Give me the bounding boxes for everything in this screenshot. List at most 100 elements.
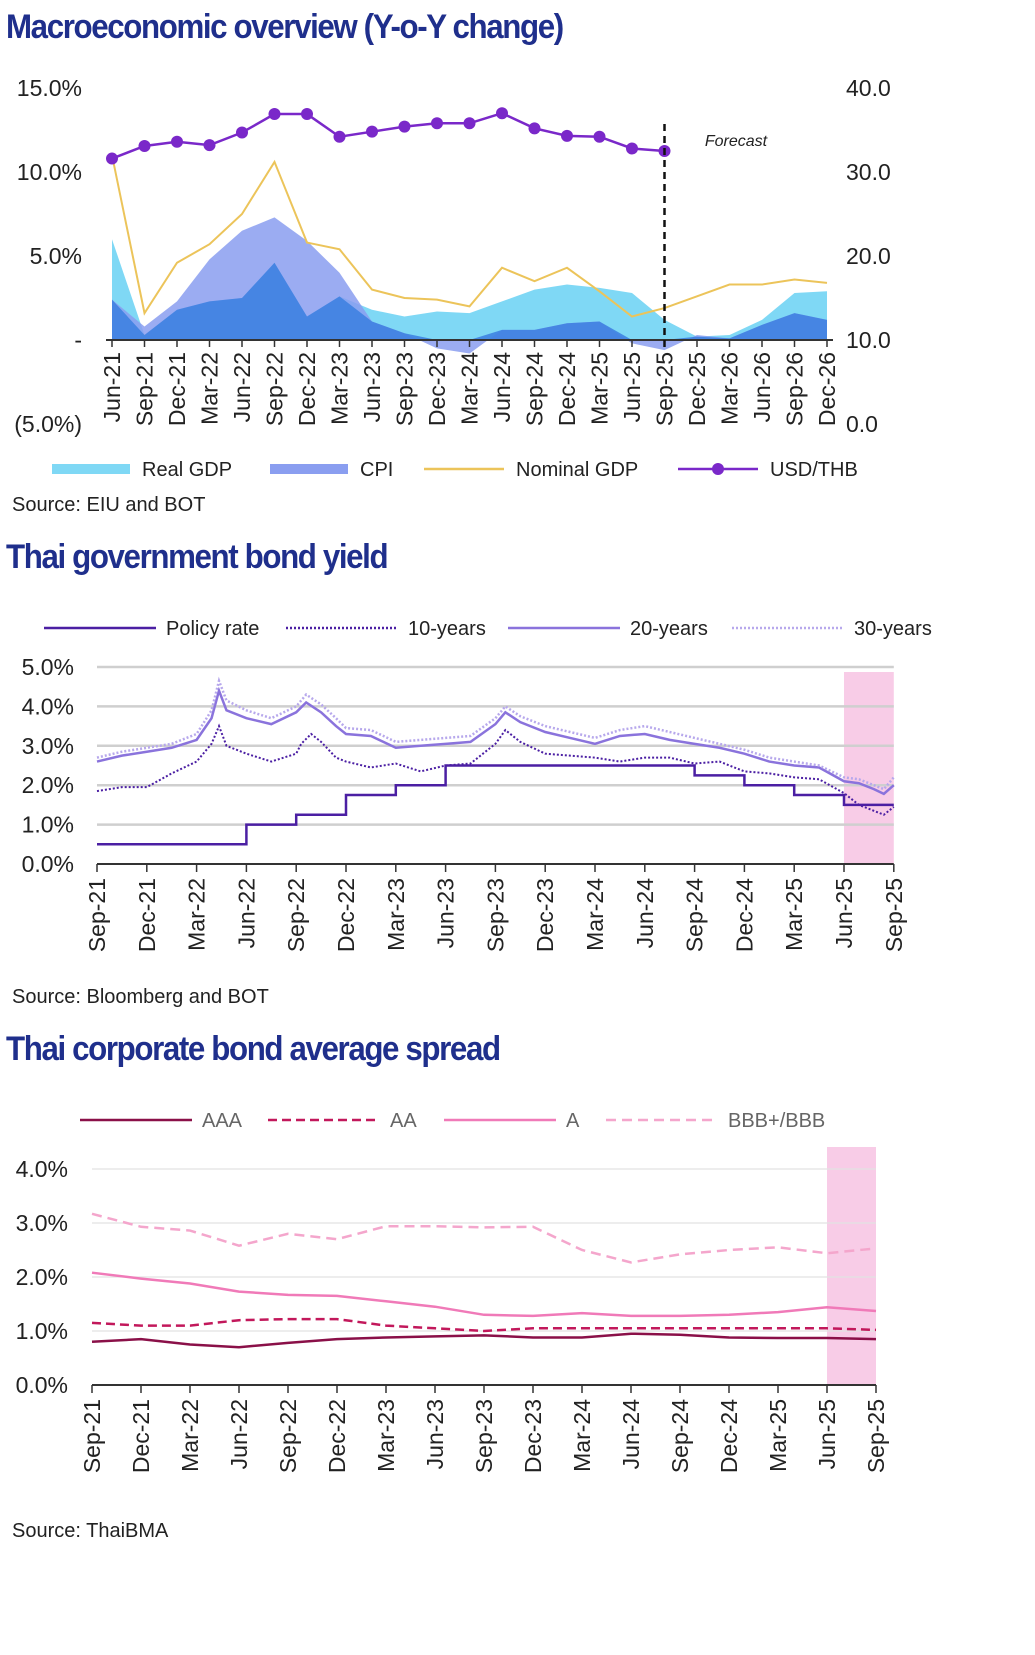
line-10-years [96,723,895,816]
x-tick-label-sep-22: Sep-22 [275,1399,301,1473]
macro-source: Source: EIU and BOT [12,494,206,516]
y-right-tick-label: 20.0 [846,243,891,269]
legend-nominal-gdp-label: Nominal GDP [516,459,638,481]
shaded-period [844,672,894,864]
x-tick-label-dec-23: Dec-23 [424,352,450,426]
govbond-source: Source: Bloomberg and BOT [12,986,269,1008]
x-tick-label-mar-25: Mar-25 [765,1399,791,1472]
x-tick-label-mar-23: Mar-23 [383,878,409,951]
usd-thb-point-mar-23 [333,130,346,143]
x-tick-label-mar-24: Mar-24 [569,1399,595,1472]
x-tick-label-mar-24: Mar-24 [582,878,608,951]
legend-usd-thb-label: USD/THB [770,459,858,481]
macro-chart-title: Macroeconomic overview (Y-o-Y change) [6,8,564,46]
x-tick-label-dec-21: Dec-21 [164,352,190,426]
line-policy-rate [97,764,894,846]
usd-thb-point-dec-23 [431,117,443,130]
x-tick-label-jun-23: Jun-23 [359,352,385,422]
line-aaa [91,1332,877,1349]
y-left-tick-label: 10.0% [17,159,82,185]
legend-usd-thb-marker [712,463,724,475]
x-tick-label-jun-25: Jun-25 [831,878,857,948]
x-tick-label-mar-23: Mar-23 [327,352,353,425]
usd-thb-point-sep-23 [398,120,411,133]
legend-cpi-label: CPI [360,459,393,481]
macro-chart: Jun-21 Sep-21 Dec-21 Mar-22 Jun-22 Sep-22 Dec-… [14,75,891,481]
x-tick-label-dec-22: Dec-22 [333,878,359,952]
x-tick-label-jun-23: Jun-23 [422,1399,448,1469]
x-tick-label-sep-25: Sep-25 [652,352,678,426]
x-tick-label-sep-23: Sep-23 [392,352,418,426]
x-tick-label-mar-22: Mar-22 [197,352,223,425]
usd-thb-point-mar-24 [463,117,476,130]
x-tick-label-jun-24: Jun-24 [632,878,658,949]
y-right-tick-label: 0.0 [846,411,878,437]
x-tick-label-jun-22: Jun-22 [229,352,255,422]
x-tick-label-sep-24: Sep-24 [522,352,548,426]
y-left-tick-label: (5.0%) [14,411,82,437]
y-tick-label: 4.0% [16,1156,68,1182]
line-usd-thb [111,111,665,160]
x-tick-label-sep-25: Sep-25 [863,1399,889,1473]
x-tick-label-jun-25: Jun-25 [619,352,645,422]
shaded-period [827,1147,876,1385]
x-tick-label-sep-23: Sep-23 [482,878,508,952]
x-tick-label-mar-25: Mar-25 [587,352,613,425]
x-tick-label-mar-23: Mar-23 [373,1399,399,1472]
x-tick-label-sep-22: Sep-22 [283,878,309,952]
y-left-tick-label: - [74,327,82,353]
x-tick-label-dec-24: Dec-24 [731,878,757,952]
x-tick-label-sep-22: Sep-22 [262,352,288,426]
usd-thb-point-sep-22 [268,108,281,121]
line-aa [91,1317,877,1333]
legend-aaa-label: AAA [202,1110,243,1132]
x-tick-label-jun-23: Jun-23 [433,878,459,948]
y-tick-label: 5.0% [22,654,74,680]
legend-30-years-label: 30-years [854,618,932,640]
corpspread-source: Source: ThaiBMA [12,1520,169,1542]
legend-policy-rate-label: Policy rate [166,618,259,640]
usd-thb-point-dec-24 [561,129,573,142]
x-tick-label-sep-24: Sep-24 [682,878,708,952]
line-nominal-gdp [111,154,828,318]
x-tick-label-sep-21: Sep-21 [84,878,110,952]
corpspread-chart-title: Thai corporate bond average spread [6,1030,501,1068]
usd-thb-point-sep-21 [138,139,151,152]
x-tick-label-jun-25: Jun-25 [814,1399,840,1469]
govbond-chart-title: Thai government bond yield [6,538,389,576]
x-tick-label-jun-22: Jun-22 [233,878,259,948]
y-left-tick-label: 15.0% [17,75,82,101]
x-tick-label-dec-24: Dec-24 [554,352,580,426]
y-tick-label: 1.0% [22,812,74,838]
usd-thb-point-sep-24 [528,122,541,135]
x-tick-label-mar-22: Mar-22 [184,878,210,951]
x-tick-label-dec-26: Dec-26 [814,352,840,426]
x-tick-label-sep-23: Sep-23 [471,1399,497,1473]
y-right-tick-label: 10.0 [846,327,891,353]
legend-real-gdp-swatch [52,464,130,474]
usd-thb-point-jun-21 [106,152,118,165]
y-tick-label: 2.0% [22,772,74,798]
x-tick-label-dec-22: Dec-22 [324,1399,350,1473]
usd-thb-point-jun-22 [236,126,248,139]
line-20-years [96,686,895,796]
y-tick-label: 3.0% [22,733,74,759]
y-left-tick-label: 5.0% [30,243,82,269]
legend-a-label: A [566,1110,580,1132]
y-tick-label: 4.0% [22,693,74,719]
y-tick-label: 0.0% [16,1372,68,1398]
x-tick-label-dec-25: Dec-25 [684,352,710,426]
x-tick-label-dec-24: Dec-24 [716,1399,742,1473]
usd-thb-point-jun-25 [626,142,638,155]
x-tick-label-sep-21: Sep-21 [79,1399,105,1473]
y-right-tick-label: 30.0 [846,159,891,185]
x-tick-label-dec-21: Dec-21 [128,1399,154,1473]
usd-thb-point-mar-22 [203,139,216,152]
x-tick-label-mar-25: Mar-25 [781,878,807,951]
legend-cpi-swatch [270,464,348,474]
x-tick-label-sep-21: Sep-21 [132,352,158,426]
x-tick-label-dec-23: Dec-23 [532,878,558,952]
legend-bbb-bbb-label: BBB+/BBB [728,1110,825,1132]
govbond-chart: 0.0% 1.0% 2.0% 3.0% 4.0% 5.0% Sep-21 Dec-21 Mar-… [22,618,932,952]
x-tick-label-sep-26: Sep-26 [782,352,808,426]
